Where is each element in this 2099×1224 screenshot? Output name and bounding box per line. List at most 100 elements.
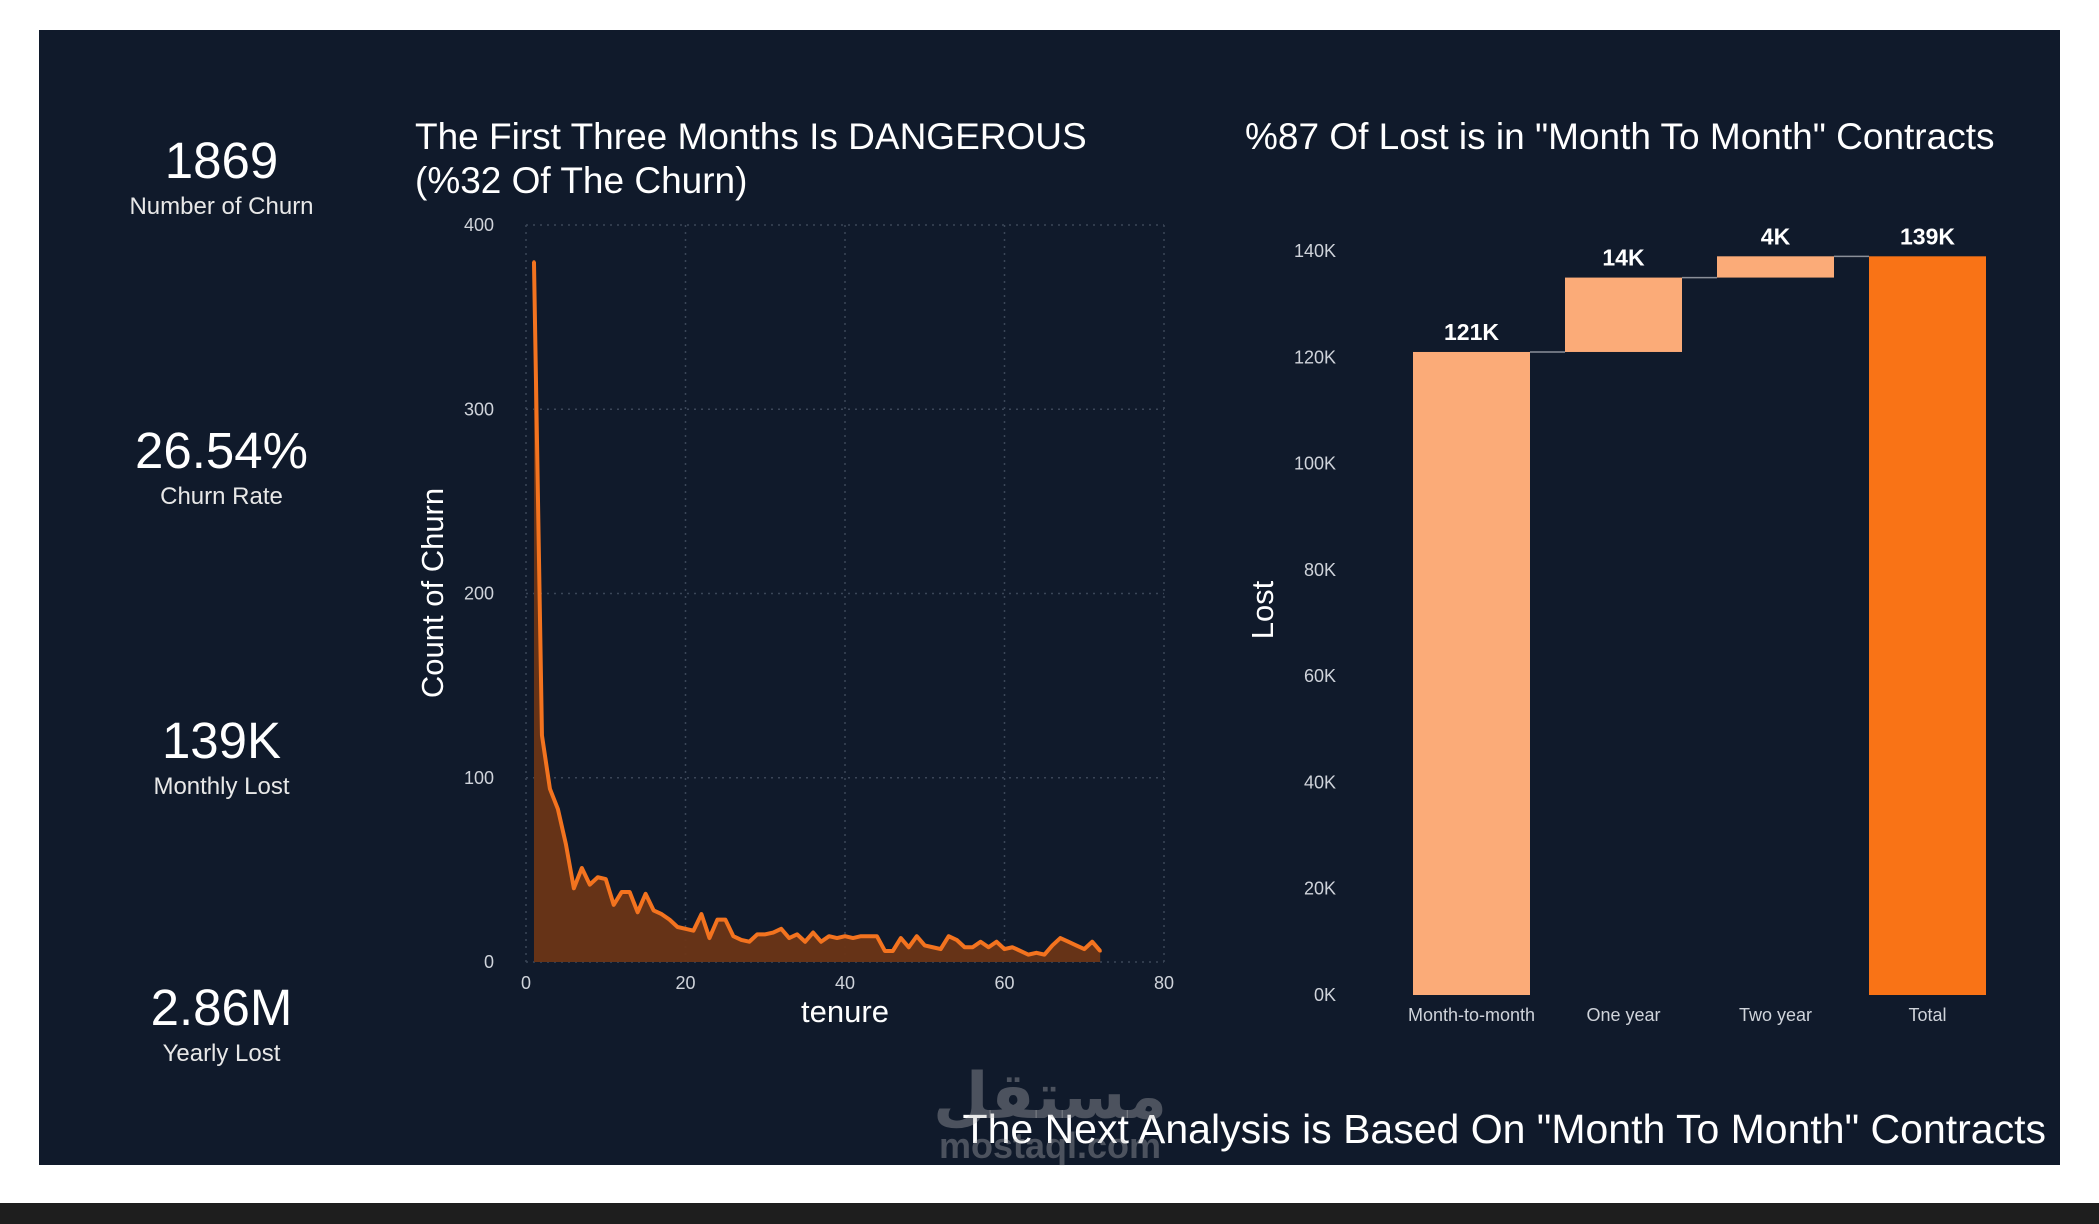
churn-point <box>1074 943 1078 948</box>
churn-point <box>923 943 927 948</box>
churn-point <box>588 883 592 887</box>
kpi-monthly-lost: 139K Monthly Lost <box>39 712 404 802</box>
churn-point <box>883 949 887 953</box>
x-tick-label: Total <box>1908 1005 1946 1025</box>
y-tick-label: 100K <box>1294 454 1336 474</box>
kpi-value: 2.86M <box>150 979 293 1036</box>
churn-point <box>907 945 911 949</box>
churn-point <box>604 877 608 881</box>
churn-point <box>731 934 735 938</box>
churn-point <box>843 934 847 938</box>
churn-point <box>899 936 903 940</box>
churn-point <box>612 903 616 907</box>
kpi-label: Number of Churn <box>129 193 314 220</box>
bar-value-label: 14K <box>1602 245 1645 271</box>
x-tick-label: 20 <box>675 973 695 993</box>
watermark-arabic: مستقل <box>932 1060 1168 1134</box>
churn-point <box>978 940 983 944</box>
churn-point <box>683 927 688 931</box>
churn-point <box>644 892 648 896</box>
watermark-latin: mostaql.com <box>938 1125 1162 1166</box>
churn-point <box>819 940 823 944</box>
churn-point <box>1050 943 1054 948</box>
churn-point <box>803 940 807 944</box>
churn-point <box>1026 953 1031 957</box>
churn-point <box>620 890 624 894</box>
churn-point <box>971 945 975 949</box>
churn-point <box>1058 936 1062 940</box>
kpi-value: 1869 <box>164 132 279 189</box>
kpi-label: Churn Rate <box>160 483 283 510</box>
y-tick-label: 400 <box>464 215 494 235</box>
churn-point <box>1034 951 1038 955</box>
waterfall-bar <box>1565 277 1682 352</box>
y-tick-label: 0 <box>484 952 494 972</box>
churn-point <box>955 938 959 942</box>
churn-point <box>564 842 568 846</box>
churn-point <box>994 940 999 944</box>
footer-note: The Next Analysis is Based On "Month To … <box>962 1106 2046 1152</box>
y-tick-label: 140K <box>1294 241 1336 261</box>
churn-point <box>1002 947 1007 951</box>
y-tick-label: 120K <box>1294 347 1336 367</box>
x-tick-label: 40 <box>835 973 855 993</box>
x-tick-label: 0 <box>521 973 531 993</box>
churn-point <box>1090 940 1094 944</box>
bottom-bar <box>0 1203 2099 1224</box>
churn-point <box>986 945 991 949</box>
churn-point <box>667 918 672 922</box>
kpi-label: Monthly Lost <box>153 773 290 800</box>
y-tick-label: 20K <box>1304 879 1336 899</box>
kpi-number-of-churn: 1869 Number of Churn <box>39 132 404 222</box>
churn-point <box>572 886 576 890</box>
churn-point <box>787 936 791 940</box>
kpi-churn-rate: 26.54% Churn Rate <box>39 422 404 512</box>
churn-point <box>675 925 680 929</box>
churn-point <box>779 927 783 931</box>
churn-point <box>659 912 664 916</box>
churn-area-fill <box>533 261 1101 963</box>
churn-point <box>891 949 895 953</box>
churn-point <box>795 932 799 936</box>
y-tick-label: 80K <box>1304 560 1336 580</box>
churn-point <box>747 940 751 944</box>
y-tick-label: 60K <box>1304 666 1336 686</box>
area-chart-series <box>531 260 1102 963</box>
area-chart-ticks: 0 20 40 60 80 0 100 200 300 400 <box>464 215 1174 993</box>
area-chart-title-line1: The First Three Months Is DANGEROUS <box>415 116 1087 157</box>
churn-point <box>835 936 839 940</box>
y-tick-label: 40K <box>1304 772 1336 792</box>
churn-point <box>947 934 951 938</box>
waterfall-bar <box>1717 256 1834 278</box>
y-tick-label: 100 <box>464 768 494 788</box>
watermark: مستقل mostaql.com <box>920 1062 1180 1166</box>
x-tick-label: 80 <box>1154 973 1174 993</box>
churn-point <box>636 910 640 914</box>
churn-point <box>715 918 720 922</box>
x-tick-label: Two year <box>1739 1005 1812 1025</box>
bar-value-label: 121K <box>1444 319 1499 345</box>
churn-point <box>875 934 879 938</box>
churn-point <box>691 929 696 933</box>
kpi-value: 139K <box>161 712 282 769</box>
churn-point <box>939 947 943 951</box>
churn-point <box>851 936 855 940</box>
churn-point <box>931 945 935 949</box>
waterfall-chart-title: %87 Of Lost is in "Month To Month" Contr… <box>1245 116 1995 157</box>
waterfall-chart-bars: 121K Month-to-month 14K One year 4K Two year 1… <box>1408 223 1986 1025</box>
churn-point <box>723 918 727 922</box>
waterfall-chart-y-axis-label: Lost <box>1245 580 1280 639</box>
churn-point <box>755 932 759 936</box>
churn-point <box>739 938 743 942</box>
kpi-label: Yearly Lost <box>162 1040 281 1067</box>
x-tick-label: One year <box>1586 1005 1660 1025</box>
churn-point <box>556 807 560 811</box>
churn-point <box>1010 945 1015 949</box>
bar-value-label: 4K <box>1761 223 1791 249</box>
churn-point <box>548 787 552 791</box>
churn-point <box>915 934 919 938</box>
churn-point <box>532 260 536 264</box>
churn-point <box>1066 940 1070 944</box>
churn-point <box>1098 949 1102 953</box>
